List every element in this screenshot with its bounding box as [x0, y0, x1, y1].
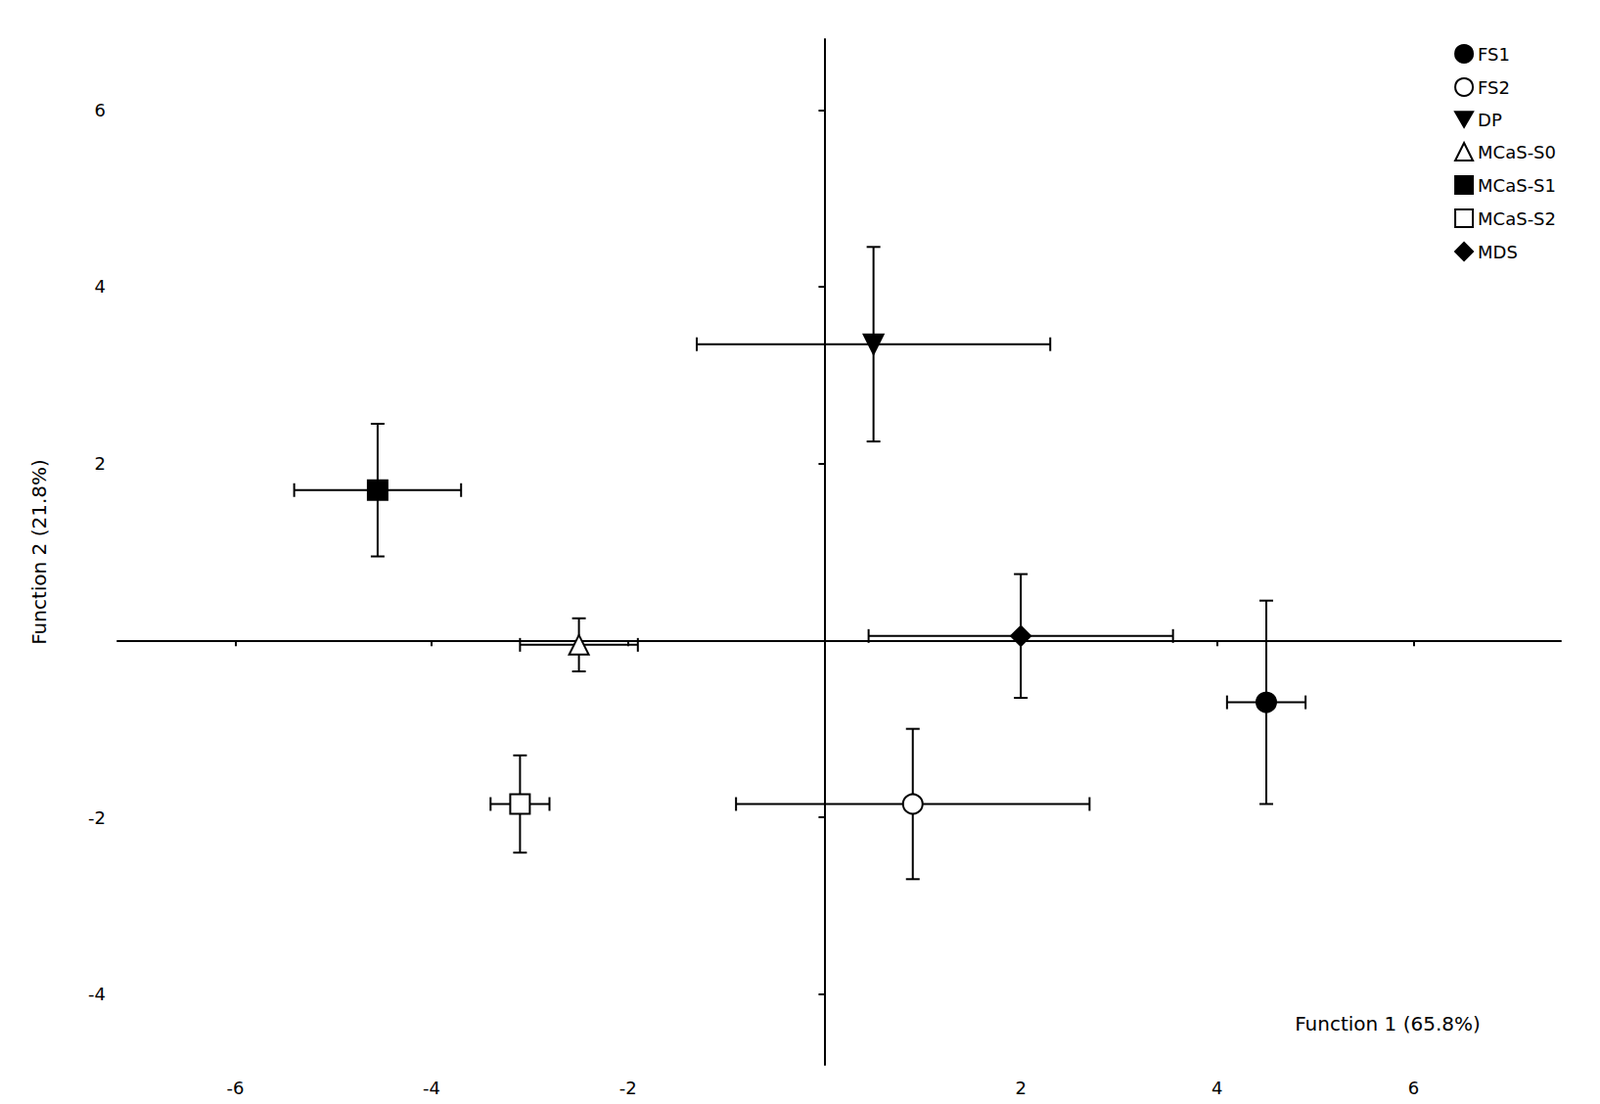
svg-text:6: 6 [94, 99, 106, 121]
svg-text:FS2: FS2 [1477, 77, 1510, 98]
svg-text:DP: DP [1477, 109, 1503, 131]
svg-text:2: 2 [1014, 1077, 1026, 1098]
svg-text:FS1: FS1 [1477, 44, 1510, 65]
svg-text:-6: -6 [226, 1077, 244, 1098]
svg-text:Function 1 (65.8%): Function 1 (65.8%) [1294, 1011, 1481, 1036]
svg-text:4: 4 [94, 275, 106, 297]
svg-text:-2: -2 [619, 1077, 638, 1098]
svg-text:4: 4 [1211, 1077, 1223, 1098]
svg-text:MCaS-S2: MCaS-S2 [1477, 208, 1556, 229]
svg-text:2: 2 [94, 453, 106, 474]
svg-text:-4: -4 [422, 1077, 441, 1098]
svg-text:-4: -4 [88, 983, 106, 1005]
svg-text:Function 2 (21.8%): Function 2 (21.8%) [27, 458, 51, 645]
svg-text:MCaS-S1: MCaS-S1 [1477, 175, 1556, 196]
svg-text:-2: -2 [88, 807, 106, 828]
svg-text:MCaS-S0: MCaS-S0 [1477, 141, 1556, 163]
svg-text:6: 6 [1408, 1077, 1419, 1098]
svg-text:MDS: MDS [1477, 241, 1518, 263]
